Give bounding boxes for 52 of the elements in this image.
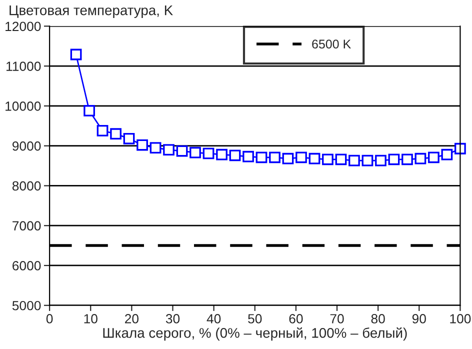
y-tick-label: 8000 (12, 181, 41, 191)
point (123, 132, 135, 144)
point (163, 144, 174, 156)
point (110, 128, 122, 140)
x-tick-label: 10 (84, 314, 98, 324)
x-tick-label: 100 (450, 314, 471, 324)
point (269, 152, 280, 164)
point (296, 152, 307, 164)
point (428, 152, 440, 164)
x-tick-label: 90 (412, 314, 426, 324)
x-tick-label: 40 (206, 314, 221, 324)
point (335, 154, 347, 166)
point (190, 146, 201, 158)
point (256, 152, 268, 164)
point (216, 148, 228, 160)
point (308, 152, 320, 164)
y-tick-label: 5000 (12, 300, 41, 310)
legend-label: 6500 K (312, 40, 351, 49)
point (282, 152, 294, 164)
x-tick-label: 70 (330, 314, 344, 324)
point (242, 150, 254, 162)
x-tick-label: 80 (371, 314, 385, 324)
point (362, 154, 374, 166)
point (229, 150, 241, 162)
point (150, 142, 162, 154)
point (136, 139, 148, 151)
point (202, 148, 214, 160)
y-tick-label: 12000 (6, 22, 41, 32)
point (322, 154, 334, 166)
point (84, 105, 96, 116)
y-tick-label: 9000 (12, 141, 41, 151)
x-tick-label: 30 (166, 314, 180, 324)
point (375, 154, 386, 166)
point (454, 142, 466, 154)
point (70, 48, 82, 60)
point (441, 148, 453, 160)
point (414, 152, 426, 164)
y-tick-label: 10000 (6, 102, 41, 111)
x-axis-title: Шкала серого, % (0% – черный, 100% – белый) (103, 327, 407, 341)
x-tick-label: 60 (289, 314, 303, 324)
x-tick-label: 20 (125, 314, 139, 324)
point (96, 124, 108, 136)
x-tick-label: 0 (46, 314, 53, 324)
x-tick-label: 50 (248, 314, 262, 324)
y-tick-label: 11000 (6, 62, 41, 71)
y-tick-label: 7000 (12, 221, 41, 231)
point (176, 145, 188, 157)
point (388, 154, 400, 166)
point (348, 154, 360, 166)
chart-title: Цветовая температура, K (10, 6, 173, 18)
point (402, 154, 413, 166)
y-tick-label: 6000 (12, 261, 41, 270)
